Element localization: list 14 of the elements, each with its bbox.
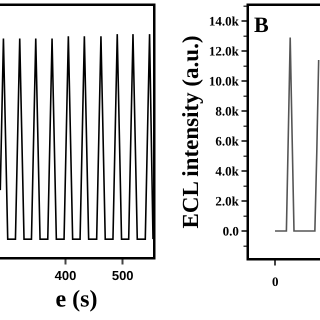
y-tick-label: 12.0k [208, 44, 240, 59]
y-tick-label: 14.0k [208, 14, 240, 29]
y-tick-label: 6.0k [215, 134, 240, 149]
y-axis-title: ECL intensity (a.u.) [178, 36, 204, 228]
y-tick-label: 10.0k [208, 74, 240, 89]
y-tick-label: 4.0k [215, 164, 240, 179]
x-tick-label: 400 [54, 268, 76, 284]
text: B [254, 12, 269, 37]
y-tick-label: 2.0k [215, 194, 240, 209]
x-axis-title: e (s) [56, 286, 98, 313]
x-tick-label: 500 [112, 268, 134, 284]
y-tick-label: 8.0k [215, 104, 240, 119]
text: 0 [272, 274, 278, 289]
y-tick-label: 0.0 [222, 224, 239, 239]
